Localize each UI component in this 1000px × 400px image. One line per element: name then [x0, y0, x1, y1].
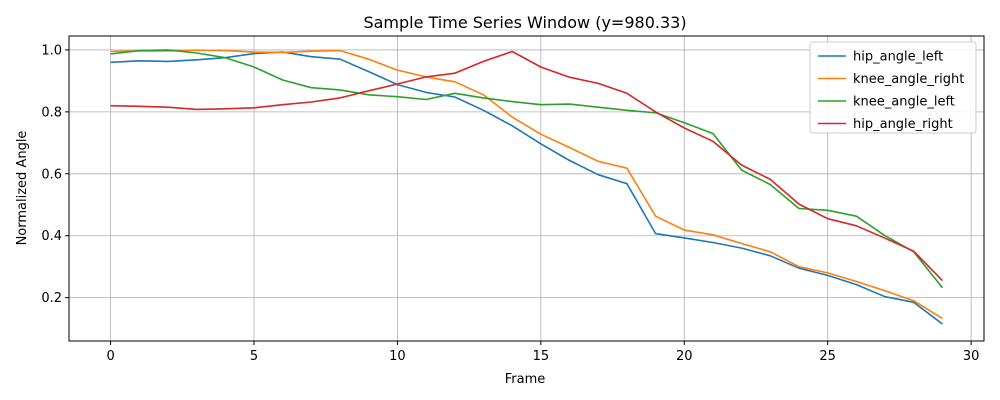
series-line-knee-angle-left: [110, 49, 944, 289]
series-line-hip-angle-left: [110, 51, 943, 325]
chart-title: Sample Time Series Window (y=980.33): [363, 13, 686, 32]
series-lines: [110, 49, 944, 325]
x-tick-label: 10: [389, 349, 406, 364]
axis-ticks: 0 5 10 15 20 25 30 0.2 0.4 0.6 0.8 1.0: [41, 43, 979, 364]
y-tick-label: 1.0: [41, 43, 62, 58]
series-line-hip-angle-right: [110, 50, 943, 282]
x-tick-label: 30: [963, 349, 980, 364]
x-tick-label: 20: [676, 349, 693, 364]
legend: hip_angle_left knee_angle_right knee_angle…: [809, 41, 977, 134]
y-tick-label: 0.6: [41, 167, 62, 182]
legend-box: [809, 41, 977, 134]
legend-label: knee_angle_left: [853, 95, 955, 110]
x-tick-label: 15: [533, 349, 550, 364]
y-tick-label: 0.2: [41, 291, 62, 306]
x-tick-label: 0: [106, 349, 114, 364]
x-tick-label: 5: [250, 349, 258, 364]
y-tick-label: 0.4: [41, 229, 62, 244]
x-tick-label: 25: [819, 349, 836, 364]
legend-label: hip_angle_right: [853, 117, 953, 132]
series-line-knee-angle-right: [110, 49, 943, 320]
legend-label: hip_angle_left: [853, 50, 943, 65]
y-tick-label: 0.8: [41, 105, 62, 120]
legend-label: knee_angle_right: [853, 72, 964, 87]
y-axis-label: Normalized Angle: [15, 131, 30, 246]
x-axis-label: Frame: [505, 372, 546, 387]
plot-frame: [68, 35, 985, 342]
